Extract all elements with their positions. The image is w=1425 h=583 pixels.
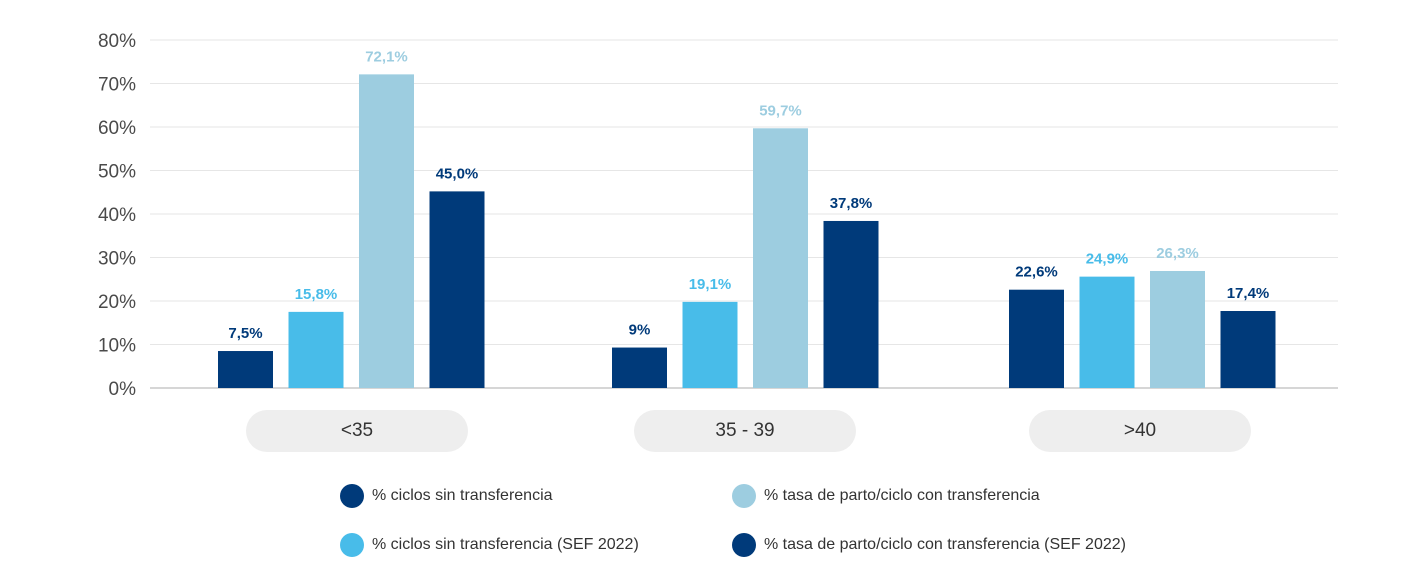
- bar: [1009, 289, 1064, 388]
- bar-chart: 0% 10% 20% 30% 40% 50% 60% 70% 80% 7,5% 15,8% 72,1%…: [98, 31, 1338, 400]
- bar: [429, 191, 485, 388]
- data-label: 59,7%: [759, 102, 802, 119]
- data-label: 9%: [629, 322, 651, 339]
- category-pill-over-40: >40: [1029, 410, 1251, 452]
- bar: [288, 311, 344, 388]
- legend-swatch: [732, 484, 756, 508]
- data-label: 24,9%: [1086, 251, 1129, 268]
- y-tick-label: 10%: [98, 336, 136, 357]
- bar: [359, 74, 414, 389]
- data-label: 19,1%: [689, 276, 732, 293]
- bar: [1079, 276, 1135, 388]
- bar: [612, 347, 667, 388]
- category-pill-under-35: <35: [246, 410, 468, 452]
- y-tick-label: 60%: [98, 118, 136, 139]
- data-label: 26,3%: [1156, 245, 1199, 262]
- legend-item-tasa-parto-con-transferencia-sef-2022: % tasa de parto/ciclo con transferencia …: [732, 531, 1126, 559]
- y-tick-label: 30%: [98, 249, 136, 270]
- legend-swatch: [340, 533, 364, 557]
- y-tick-label: 0%: [109, 379, 137, 400]
- category-pill-35-39: 35 - 39: [634, 410, 856, 452]
- bar: [682, 301, 738, 388]
- data-label: 37,8%: [830, 195, 873, 212]
- legend-item-tasa-parto-con-transferencia: % tasa de parto/ciclo con transferencia: [732, 482, 1040, 510]
- legend-item-ciclos-sin-transferencia-sef-2022: % ciclos sin transferencia (SEF 2022): [340, 531, 639, 559]
- legend-swatch: [732, 533, 756, 557]
- data-label: 17,4%: [1227, 285, 1270, 302]
- legend-label: % tasa de parto/ciclo con transferencia …: [764, 536, 1126, 553]
- y-tick-label: 40%: [98, 205, 136, 226]
- y-tick-label: 70%: [98, 75, 136, 96]
- legend-item-ciclos-sin-transferencia: % ciclos sin transferencia: [340, 482, 553, 510]
- y-tick-label: 50%: [98, 162, 136, 183]
- y-tick-label: 20%: [98, 292, 136, 313]
- data-label: 72,1%: [365, 48, 408, 65]
- data-label: 15,8%: [295, 286, 338, 303]
- bar: [823, 220, 879, 388]
- bar: [1150, 270, 1205, 388]
- legend-swatch: [340, 484, 364, 508]
- y-tick-label: 80%: [98, 31, 136, 52]
- data-label: 7,5%: [228, 325, 262, 342]
- legend-label: % ciclos sin transferencia: [372, 487, 553, 504]
- data-label: 22,6%: [1015, 264, 1058, 281]
- bar: [753, 128, 808, 388]
- data-label: 45,0%: [436, 165, 479, 182]
- bar: [218, 351, 273, 388]
- legend-label: % tasa de parto/ciclo con transferencia: [764, 487, 1040, 504]
- legend-label: % ciclos sin transferencia (SEF 2022): [372, 536, 639, 553]
- bar: [1220, 311, 1276, 388]
